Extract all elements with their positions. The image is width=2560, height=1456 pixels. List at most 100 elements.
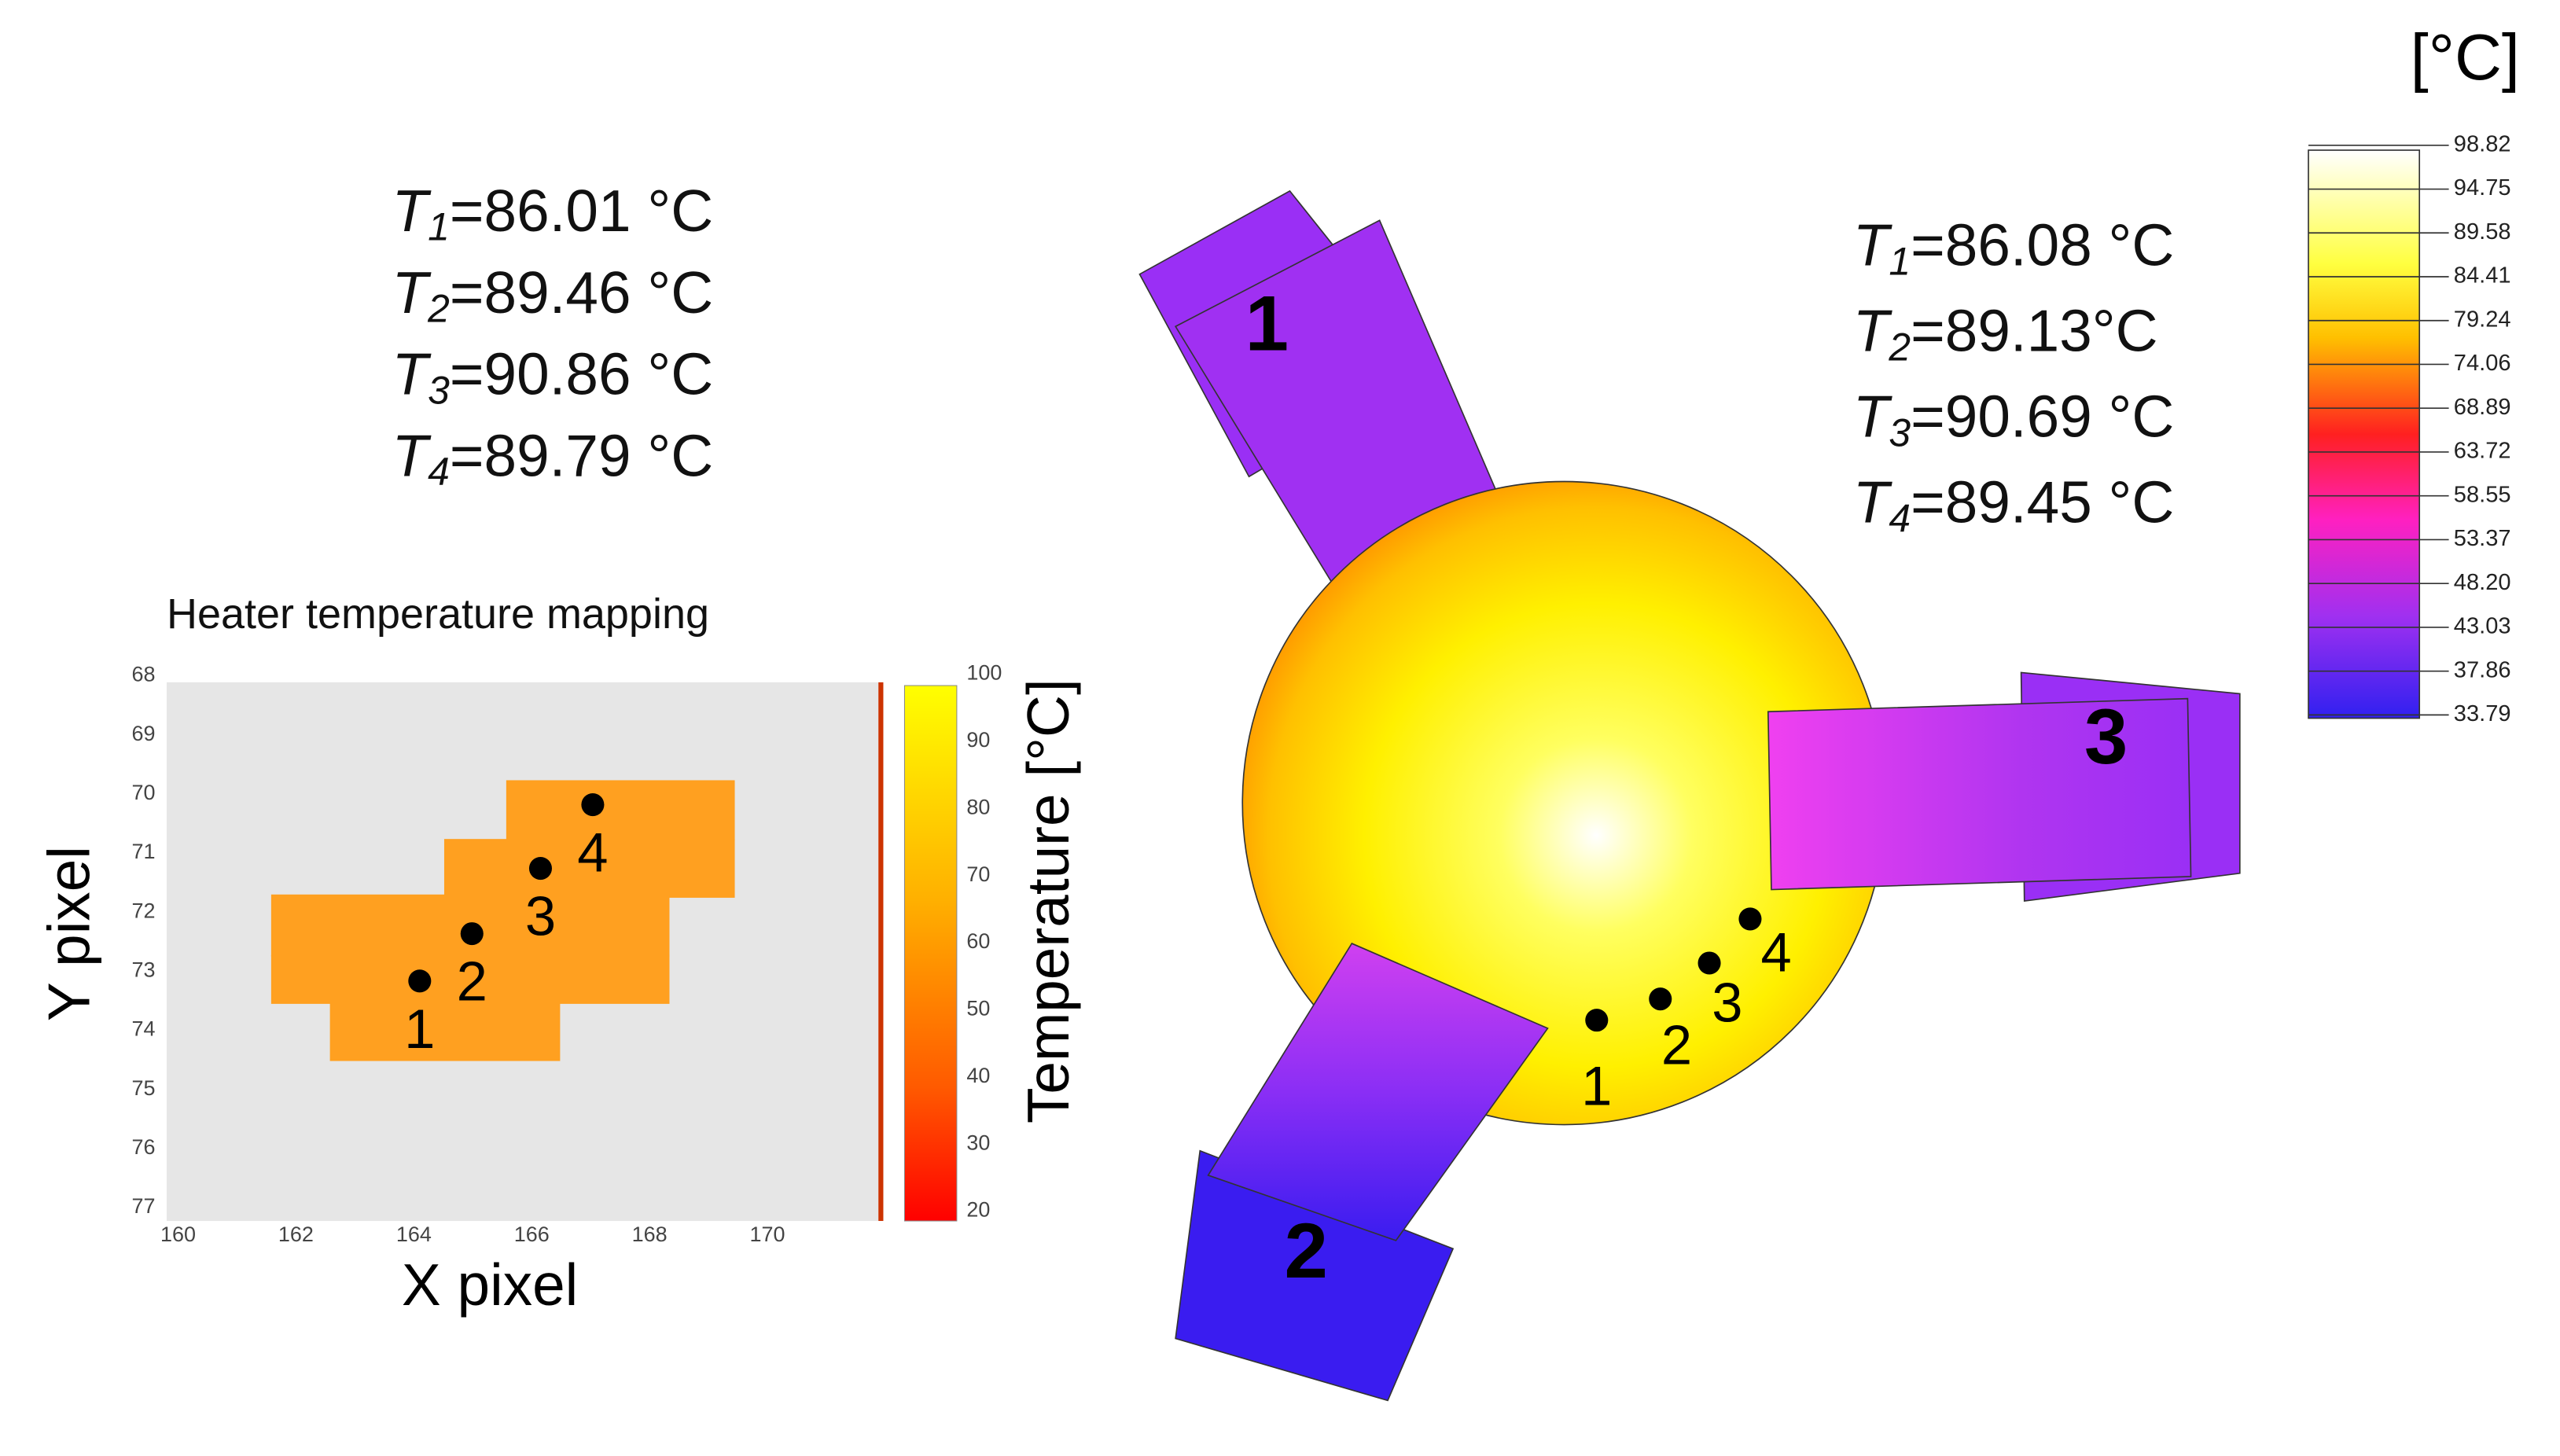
sensor-point (1697, 951, 1721, 975)
colorbar-tick-label: 33.79 (2454, 701, 2511, 726)
value: =86.08 °C (1911, 211, 2174, 278)
y-tick-label: 71 (131, 840, 155, 863)
colorbar-tick-label: 80 (966, 795, 990, 818)
sensor-point (460, 922, 484, 946)
y-tick-label: 74 (131, 1017, 155, 1041)
colorbar-tick-label: 50 (966, 997, 990, 1020)
x-tick-label: 160 (160, 1223, 196, 1246)
colorbar-tick-label: 37.86 (2454, 657, 2511, 682)
y-tick-label: 68 (131, 663, 155, 686)
colorbar-label: Temperature [°C] (1015, 678, 1081, 1123)
heatmap-cells (270, 780, 735, 1061)
value: =90.86 °C (450, 340, 713, 406)
y-tick-label: 70 (131, 781, 155, 804)
sensor-point (1585, 1009, 1609, 1032)
temperature-reading: T2=89.46 °C (392, 259, 714, 331)
value: =86.01 °C (450, 178, 713, 244)
x-tick-label: 170 (750, 1223, 785, 1246)
colorbar-tick-label: 100 (966, 661, 1002, 685)
symbol: T (1853, 211, 1893, 278)
symbol: T (392, 178, 432, 244)
index: 3 (1889, 411, 1911, 455)
index: 3 (428, 369, 450, 413)
symbol: T (1853, 297, 1893, 363)
colorbar-tick-label: 74.06 (2454, 351, 2511, 376)
sensor-label: 3 (525, 885, 556, 947)
x-tick-label: 164 (396, 1223, 432, 1246)
value: =89.45 °C (1911, 469, 2174, 535)
value: =89.13°C (1911, 297, 2158, 363)
temperature-reading: T4=89.79 °C (392, 422, 714, 494)
colorbar-tick-label: 43.03 (2454, 614, 2511, 639)
colorbar-tick-label: 68.89 (2454, 395, 2511, 420)
colorbar-tick-label: 20 (966, 1198, 990, 1222)
x-tick-label: 162 (278, 1223, 314, 1246)
heatmap-edge (878, 682, 884, 1222)
colorbar-tick-label: 53.37 (2454, 526, 2511, 551)
colorbar (903, 685, 958, 1222)
colorbar-tick-label: 90 (966, 728, 990, 752)
colorbar-tick-label: 63.72 (2454, 439, 2511, 464)
colorbar-tick-label: 48.20 (2454, 570, 2511, 595)
temperature-reading: T3=90.69 °C (1853, 383, 2175, 454)
sensor-label: 2 (457, 950, 487, 1013)
y-axis-label: Y pixel (35, 846, 101, 1021)
heater-label: 3 (2084, 693, 2128, 781)
colorbar-unit: [°C] (2411, 20, 2520, 94)
temperature-reading: T1=86.01 °C (392, 178, 714, 249)
value: =89.46 °C (450, 259, 713, 325)
index: 1 (1889, 240, 1911, 284)
symbol: T (392, 259, 432, 325)
colorbar-tick-label: 70 (966, 862, 990, 886)
colorbar-tick-label: 94.75 (2454, 175, 2511, 200)
sensor-point (408, 969, 432, 993)
symbol: T (1853, 383, 1893, 449)
symbol: T (1853, 469, 1893, 535)
colorbar-tick-label: 89.58 (2454, 219, 2511, 245)
index: 4 (1889, 497, 1911, 541)
colorbar-tick-label: 84.41 (2454, 263, 2511, 289)
heater-arm (1767, 697, 2192, 891)
sensor-label: 1 (404, 998, 435, 1060)
x-axis-label: X pixel (402, 1252, 578, 1318)
value: =90.69 °C (1911, 383, 2174, 449)
index: 4 (428, 450, 450, 494)
temperature-reading: T4=89.45 °C (1853, 469, 2175, 540)
heatmap-title: Heater temperature mapping (167, 590, 709, 638)
y-tick-label: 69 (131, 722, 155, 745)
x-tick-label: 166 (514, 1223, 550, 1246)
value: =89.79 °C (450, 422, 713, 488)
colorbar-tick-label: 60 (966, 929, 990, 953)
sensor-label: 2 (1661, 1014, 1692, 1076)
symbol: T (392, 340, 432, 406)
y-tick-label: 72 (131, 899, 155, 922)
y-tick-label: 76 (131, 1135, 155, 1159)
sensor-point (1738, 907, 1762, 931)
sensor-point (581, 793, 605, 817)
colorbar-tick-label: 79.24 (2454, 307, 2511, 332)
sensor-label: 4 (577, 822, 608, 884)
sensor-label: 3 (1712, 972, 1742, 1034)
heater-label: 1 (1245, 281, 1289, 368)
temperature-reading: T1=86.08 °C (1853, 211, 2175, 283)
left-panel: Heater temperature mapping Temperature [… (35, 178, 1081, 1318)
colorbar-tick-label: 98.82 (2454, 131, 2511, 156)
index: 2 (1888, 325, 1911, 370)
x-tick-label: 168 (632, 1223, 668, 1246)
y-tick-label: 75 (131, 1076, 155, 1100)
y-tick-label: 77 (131, 1194, 155, 1218)
sensor-point (1649, 987, 1672, 1011)
colorbar-tick-label: 40 (966, 1064, 990, 1087)
sensor-point (528, 857, 552, 881)
right-panel: [°C] T1=86.08 °CT2=89.13°CT3=90.69 °CT4=… (1138, 20, 2520, 1402)
temperature-reading: T3=90.86 °C (392, 340, 714, 412)
colorbar (2308, 149, 2421, 719)
colorbar-tick-label: 30 (966, 1131, 990, 1154)
colorbar-tick-label: 58.55 (2454, 482, 2511, 507)
index: 1 (428, 205, 450, 249)
sensor-label: 1 (1581, 1055, 1612, 1117)
sensor-label: 4 (1761, 921, 1792, 983)
index: 2 (427, 287, 450, 331)
y-tick-label: 73 (131, 958, 155, 981)
heater-arm (1207, 943, 1549, 1241)
